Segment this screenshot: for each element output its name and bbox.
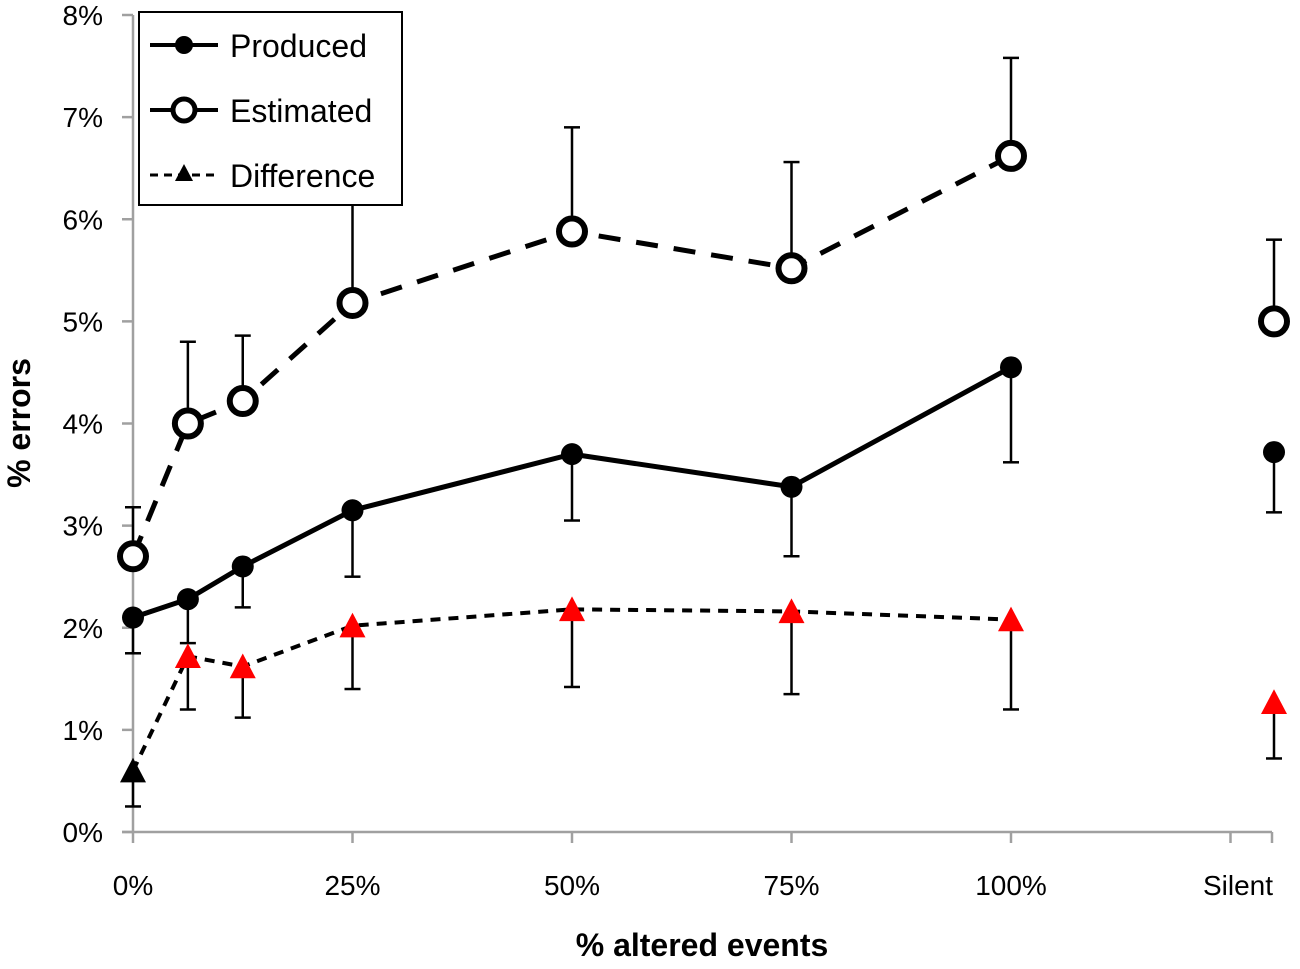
y-tick-label: 5% (63, 306, 103, 337)
data-point-produced (341, 499, 364, 522)
x-tick-label: 0% (113, 870, 153, 901)
data-point-difference (559, 596, 585, 622)
data-point-difference (229, 653, 256, 679)
y-tick-label: 6% (63, 204, 103, 235)
legend-label-difference: Difference (230, 158, 375, 194)
legend-item-difference: Difference (150, 158, 375, 194)
legend-item-produced: Produced (150, 28, 367, 64)
data-point-produced (231, 555, 254, 578)
data-point-difference (120, 757, 146, 783)
y-tick-label: 0% (63, 817, 103, 848)
legend-marker-open-circle (170, 96, 198, 124)
data-point-estimated (775, 252, 808, 285)
data-point-estimated (336, 286, 369, 319)
legend-item-estimated: Estimated (150, 93, 372, 129)
legend-label-estimated: Estimated (230, 93, 372, 129)
data-point-produced (1000, 356, 1022, 379)
data-point-estimated-silent (1258, 305, 1290, 338)
data-markers (117, 139, 1290, 783)
y-tick-label: 4% (63, 409, 103, 440)
data-point-estimated (117, 540, 149, 573)
data-point-estimated (556, 215, 588, 248)
data-point-difference (339, 612, 366, 638)
legend: Produced Estimated Difference (138, 11, 403, 206)
y-axis-title: % errors (1, 358, 37, 488)
legend-marker-triangle (175, 164, 193, 181)
data-point-produced-silent (1263, 441, 1285, 464)
y-tick-label: 2% (63, 613, 103, 644)
data-point-produced (176, 588, 199, 611)
data-point-estimated (995, 139, 1027, 172)
data-point-estimated (171, 407, 204, 440)
data-point-difference (174, 643, 201, 669)
data-point-difference (998, 606, 1024, 632)
y-tick-label: 3% (63, 511, 103, 542)
data-point-difference (778, 598, 805, 624)
data-point-produced (561, 443, 583, 466)
x-tick-label: Silent (1203, 870, 1273, 901)
y-tick-label: 1% (63, 715, 103, 746)
x-tick-label: 50% (544, 870, 600, 901)
data-point-difference-silent (1261, 689, 1287, 715)
y-ticks: 0% 1% 2% 3% 4% 5% 6% 7% 8% (63, 0, 133, 848)
x-ticks: 0% 25% 50% 75% 100% Silent (113, 832, 1274, 901)
data-point-produced (780, 475, 803, 498)
data-point-produced (122, 606, 144, 629)
legend-label-produced: Produced (230, 28, 367, 64)
y-tick-label: 7% (63, 102, 103, 133)
x-tick-label: 25% (324, 870, 380, 901)
y-tick-label: 8% (63, 0, 103, 31)
legend-marker-filled-circle (175, 36, 193, 54)
x-tick-label: 100% (975, 870, 1047, 901)
data-point-estimated (226, 385, 259, 418)
x-axis-title: % altered events (576, 927, 829, 963)
x-tick-label: 75% (763, 870, 819, 901)
